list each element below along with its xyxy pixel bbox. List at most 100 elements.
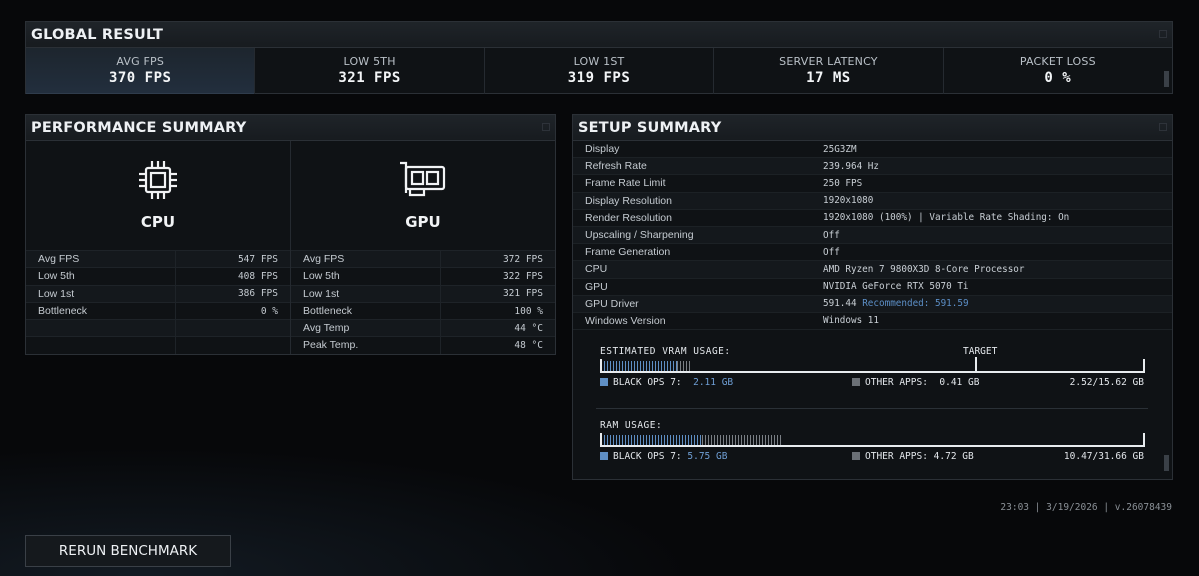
graphics-card-icon xyxy=(400,161,446,197)
stat-label: PACKET LOSS xyxy=(1019,55,1096,68)
metric-label: Avg Temp xyxy=(291,320,441,337)
metric-label: Avg FPS xyxy=(26,251,176,268)
rerun-benchmark-button[interactable]: RERUN BENCHMARK xyxy=(25,535,231,567)
setup-value: 239.964 Hz xyxy=(823,160,879,172)
setup-label: Display xyxy=(585,143,620,156)
gpu-driver-version: 591.44 xyxy=(823,298,857,310)
setup-value: 250 FPS xyxy=(823,177,863,189)
setup-label: GPU xyxy=(585,280,608,293)
setup-value: 591.44 Recommended: 591.59 xyxy=(823,298,1172,309)
metric-label: Low 1st xyxy=(291,285,441,302)
metric-label: Low 5th xyxy=(26,268,176,285)
legend-value: 2.11 GB xyxy=(693,377,734,388)
stat-label: AVG FPS xyxy=(116,55,165,68)
setup-value: NVIDIA GeForce RTX 5070 Ti xyxy=(823,281,969,293)
metric-value: 44 °C xyxy=(514,322,543,334)
metric-value: 0 % xyxy=(260,305,278,317)
metric-value: 321 FPS xyxy=(502,288,543,300)
panel-corner-icon xyxy=(1159,123,1167,131)
metric-label: Peak Temp. xyxy=(291,337,441,354)
setup-label: Render Resolution xyxy=(585,211,672,224)
performance-summary-title-text: PERFORMANCE SUMMARY xyxy=(31,120,247,136)
panel-corner-icon xyxy=(542,123,550,131)
global-result-title-text: GLOBAL RESULT xyxy=(31,27,164,43)
vram-target-marker xyxy=(975,357,977,373)
recommended-driver: Recommended: 591.59 xyxy=(862,298,969,310)
cpu-metrics-table: Avg FPS 547 FPS Low 5th 408 FPS Low 1st … xyxy=(26,250,290,354)
stat-avg-fps: AVG FPS 370 FPS xyxy=(26,48,256,94)
table-row: Upscaling / Sharpening Off xyxy=(573,226,1172,245)
global-result-title: GLOBAL RESULT xyxy=(26,22,1172,48)
metric-value: 372 FPS xyxy=(502,253,543,265)
setup-label: Windows Version xyxy=(585,314,666,327)
global-stats-row: AVG FPS 370 FPS LOW 5TH 321 FPS LOW 1ST … xyxy=(26,48,1172,94)
setup-value: Off xyxy=(823,229,840,241)
ram-usage-title: RAM USAGE: xyxy=(600,420,663,431)
metric-label: Bottleneck xyxy=(291,302,441,320)
bar-baseline xyxy=(602,445,1143,447)
legend-label: BLACK OPS 7: xyxy=(613,451,682,462)
setup-summary-title-text: SETUP SUMMARY xyxy=(578,120,722,136)
stat-server-latency: SERVER LATENCY 17 MS xyxy=(714,48,944,94)
table-row: Peak Temp. 48 °C xyxy=(291,336,555,354)
setup-summary-title: SETUP SUMMARY xyxy=(573,115,1172,141)
setup-label: Frame Generation xyxy=(585,246,671,259)
legend-value: 5.75 GB xyxy=(687,451,728,462)
table-row: GPU Driver 591.44 Recommended: 591.59 xyxy=(573,295,1172,313)
blue-swatch-icon xyxy=(600,378,608,386)
ram-game-legend: BLACK OPS 7: 5.75 GB xyxy=(600,451,727,462)
metric-value: 408 FPS xyxy=(237,270,278,282)
setup-value: 1920x1080 xyxy=(823,195,874,207)
legend-value: 4.72 GB xyxy=(933,451,974,462)
metric-label: Low 5th xyxy=(291,268,441,285)
setup-value: AMD Ryzen 7 9800X3D 8-Core Processor xyxy=(823,263,1025,275)
stat-value: 370 FPS xyxy=(108,70,172,86)
metric-value: 100 % xyxy=(514,305,543,317)
vram-usage-title: ESTIMATED VRAM USAGE: xyxy=(600,346,731,357)
blue-swatch-icon xyxy=(600,452,608,460)
legend-value: 0.41 GB xyxy=(939,377,980,388)
setup-value: Off xyxy=(823,246,840,258)
table-row xyxy=(26,336,290,354)
vram-total: 2.52/15.62 GB xyxy=(1069,377,1144,388)
vram-usage: ESTIMATED VRAM USAGE: TARGET BLACK OPS 7… xyxy=(596,346,1148,394)
table-row: Render Resolution 1920x1080 (100%) | Vari… xyxy=(573,210,1172,227)
cpu-column: CPU Avg FPS 547 FPS Low 5th 408 FPS Low … xyxy=(26,141,291,354)
scrollbar[interactable] xyxy=(1164,455,1169,471)
vram-target-label: TARGET xyxy=(963,346,998,357)
legend-label: OTHER APPS: xyxy=(865,377,928,388)
vram-usage-bar xyxy=(600,357,1145,373)
table-row: Windows Version Windows 11 xyxy=(573,313,1172,331)
scrollbar[interactable] xyxy=(1164,71,1169,87)
ram-game-fill xyxy=(604,435,702,445)
table-row xyxy=(26,319,290,337)
setup-label: Upscaling / Sharpening xyxy=(585,229,694,242)
panel-corner-icon xyxy=(1159,30,1167,38)
table-row: Bottleneck 100 % xyxy=(291,301,555,320)
setup-value: 1920x1080 (100%) | Variable Rate Shading… xyxy=(823,212,1070,224)
version-info: 23:03 | 3/19/2026 | v.26078439 xyxy=(1000,502,1172,513)
gpu-title: GPU xyxy=(405,213,441,231)
table-row: Low 1st 386 FPS xyxy=(26,284,290,302)
stat-packet-loss: PACKET LOSS 0 % xyxy=(944,48,1172,94)
metric-label-empty xyxy=(26,337,176,354)
metric-label: Low 1st xyxy=(26,285,176,302)
stat-value: 321 FPS xyxy=(338,70,401,86)
ram-usage-bar xyxy=(600,433,1145,447)
setup-value: 25G3ZM xyxy=(823,143,857,155)
setup-label: Frame Rate Limit xyxy=(585,177,666,190)
metric-label-empty xyxy=(26,320,176,337)
setup-label: GPU Driver xyxy=(585,297,639,310)
bar-baseline xyxy=(602,371,1143,373)
setup-summary-panel: SETUP SUMMARY Display 25G3ZM Refresh Rate… xyxy=(572,114,1173,480)
global-result-panel: GLOBAL RESULT AVG FPS 370 FPS LOW 5TH 32… xyxy=(25,21,1173,94)
metric-label: Bottleneck xyxy=(26,302,176,320)
vram-legend: BLACK OPS 7: 2.11 GB OTHER APPS: 0.41 GB… xyxy=(600,377,1144,391)
vram-other-fill xyxy=(677,361,691,371)
vram-game-legend: BLACK OPS 7: 2.11 GB xyxy=(600,377,733,388)
ram-total: 10.47/31.66 GB xyxy=(1063,451,1144,462)
performance-summary-panel: PERFORMANCE SUMMARY CPU Avg FPS xyxy=(25,114,556,355)
ram-other-fill xyxy=(702,435,783,445)
gpu-column: GPU Avg FPS 372 FPS Low 5th 322 FPS Low … xyxy=(291,141,555,354)
setup-label: Refresh Rate xyxy=(585,160,647,173)
